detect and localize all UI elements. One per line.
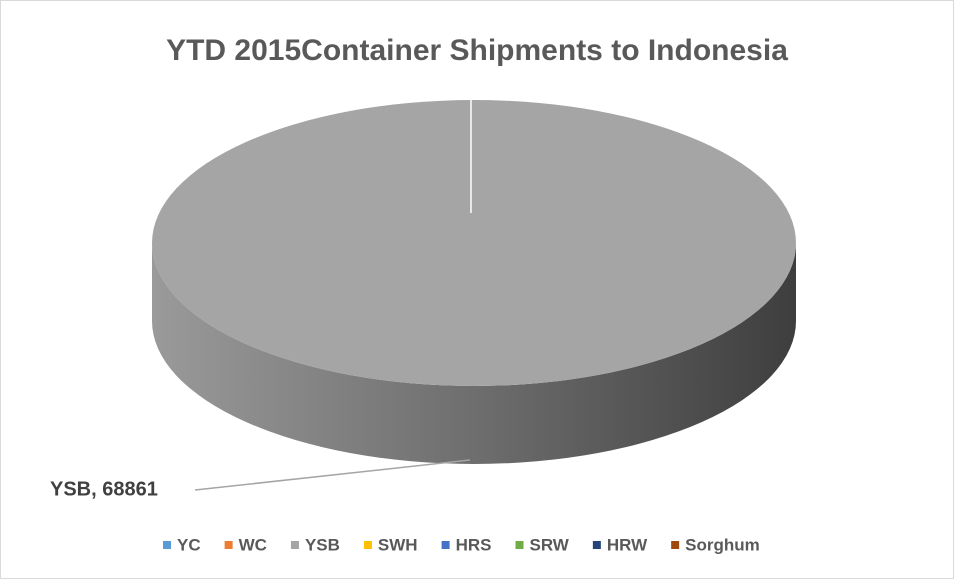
legend-label: HRW — [607, 535, 648, 554]
pie-slice-side — [152, 243, 796, 464]
legend-label: SWH — [378, 535, 418, 554]
legend-label: SRW — [530, 535, 570, 554]
leader-line — [194, 459, 471, 491]
chart-title: YTD 2015Container Shipments to Indonesia — [166, 34, 788, 67]
legend-label: HRS — [456, 535, 492, 554]
data-label: YSB, 68861 — [50, 478, 158, 500]
legend-swatch — [290, 541, 299, 549]
legend-swatch — [671, 541, 680, 549]
legend-swatch — [224, 541, 233, 549]
legend-swatch — [592, 541, 601, 549]
legend-label: Sorghum — [685, 535, 760, 554]
legend-label: YC — [177, 535, 201, 554]
pie-slice — [152, 100, 796, 386]
legend-swatch — [515, 541, 524, 549]
legend-swatch — [441, 541, 450, 549]
legend-label: YSB — [305, 535, 340, 554]
legend-label: WC — [239, 535, 267, 554]
legend-swatch — [163, 541, 171, 549]
legend-swatch — [363, 541, 372, 549]
